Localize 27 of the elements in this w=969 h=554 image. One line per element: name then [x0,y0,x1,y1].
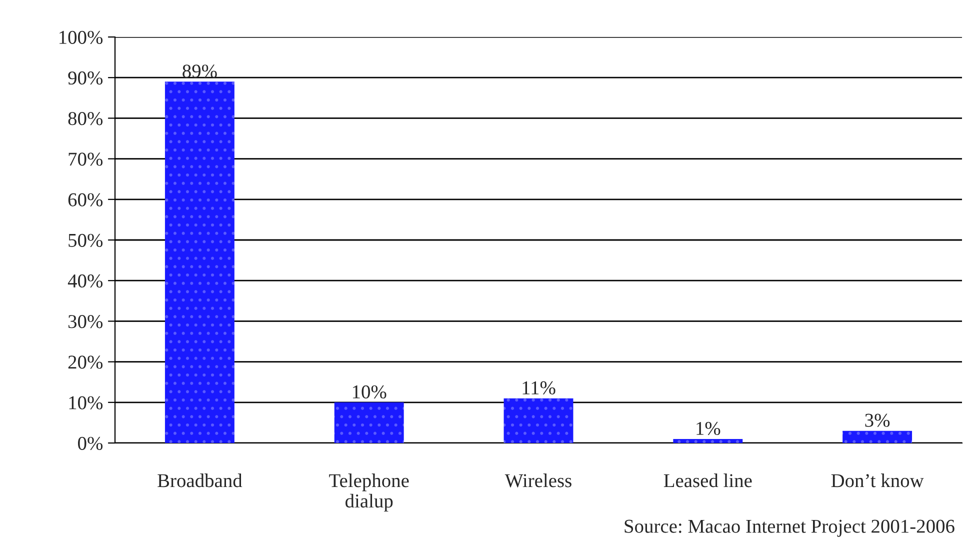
bar [334,402,404,443]
y-tick-label: 20% [68,356,103,369]
bar [504,398,574,443]
data-label: 1% [696,422,720,436]
x-tick-label: Telephone dialup [329,474,409,512]
x-tick-label: Broadband [158,474,242,488]
y-tick-label: 90% [68,71,103,85]
y-tick-label: 100% [60,30,103,44]
y-tick-label: 0% [78,436,103,450]
x-tick-label: Don’t know [831,474,924,488]
data-label: 89% [182,64,217,78]
data-label: 3% [865,414,890,427]
x-tick-label: Leased line [664,474,752,488]
y-tick-label: 30% [68,315,103,328]
y-tick-label: 70% [68,152,103,166]
y-tick-label: 40% [68,274,103,288]
y-tick-label: 50% [68,234,103,247]
x-tick-label: Wireless [504,474,572,488]
y-tick-label: 80% [68,112,103,126]
data-label: 10% [352,385,386,399]
source-note: Source: Macao Internet Project 2001-2006 [624,520,954,537]
data-label: 11% [522,381,556,394]
bar [164,82,234,443]
y-tick-label: 60% [68,193,103,206]
bar [673,438,743,443]
bar [842,430,912,443]
y-tick-label: 10% [69,396,103,410]
